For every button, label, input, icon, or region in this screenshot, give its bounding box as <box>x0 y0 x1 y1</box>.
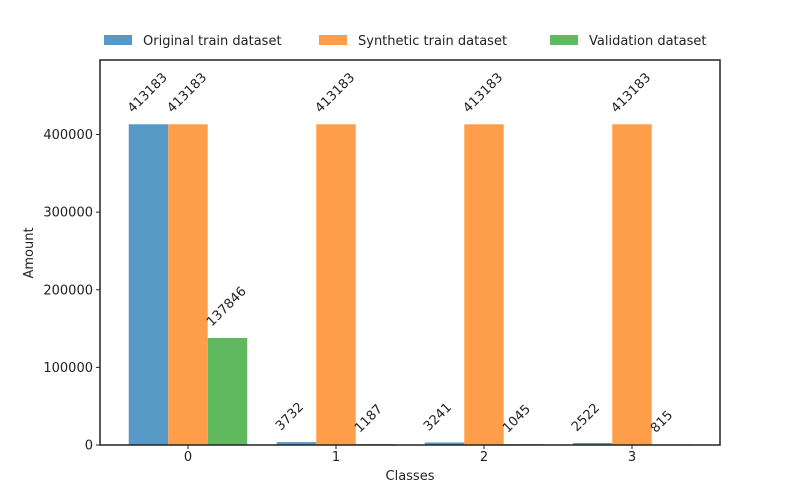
plot-frame <box>99 59 721 446</box>
legend-swatch-1 <box>319 35 347 45</box>
legend-label-0: Original train dataset <box>143 34 282 49</box>
bars <box>128 124 692 445</box>
x-tick-label: 3 <box>628 450 636 465</box>
bar-s1-c1 <box>316 124 356 445</box>
data-label-s0-c3: 2522 <box>569 401 603 435</box>
bar-s0-c1 <box>276 442 317 445</box>
legend: Original train dataset Synthetic train da… <box>104 34 706 49</box>
bar-s0-c2 <box>424 442 465 445</box>
x-tick-label: 2 <box>480 450 488 465</box>
y-tick-label: 100000 <box>43 361 93 376</box>
data-label-s0-c2: 3241 <box>421 400 455 434</box>
x-axis-label: Classes <box>386 469 435 484</box>
bar-s0-c3 <box>572 443 613 445</box>
legend-label-2: Validation dataset <box>589 34 706 49</box>
legend-label-1: Synthetic train dataset <box>358 34 507 49</box>
x-tick-label: 1 <box>332 450 340 465</box>
data-label-s1-c2: 413183 <box>460 70 506 116</box>
data-label-s2-c3: 815 <box>648 408 676 436</box>
data-label-s0-c0: 413183 <box>125 70 171 116</box>
legend-swatch-0 <box>104 35 132 45</box>
x-tick-label: 0 <box>184 450 192 465</box>
data-label-s1-c3: 413183 <box>608 70 654 116</box>
y-tick-label: 0 <box>85 439 93 454</box>
bar-s1-c0 <box>168 124 208 445</box>
y-tick-label: 300000 <box>43 206 93 221</box>
bar-s1-c2 <box>464 124 504 445</box>
y-tick-label: 400000 <box>43 128 93 143</box>
y-tick-label: 200000 <box>43 283 93 298</box>
data-label-s2-c2: 1045 <box>500 402 534 436</box>
data-label-s1-c1: 413183 <box>312 70 358 116</box>
data-label-s2-c0: 137846 <box>204 284 250 330</box>
data-label-s0-c1: 3732 <box>273 400 307 434</box>
bar-s2-c0 <box>207 338 248 445</box>
y-axis: 0 100000 200000 300000 400000 <box>43 128 100 454</box>
bar-s1-c3 <box>612 124 652 445</box>
y-axis-label: Amount <box>22 227 37 278</box>
data-label-s1-c0: 413183 <box>164 70 210 116</box>
bar-s0-c0 <box>128 124 169 445</box>
data-label-s2-c1: 1187 <box>352 402 386 436</box>
x-axis: 0 1 2 3 <box>184 445 636 465</box>
legend-swatch-2 <box>550 35 578 45</box>
